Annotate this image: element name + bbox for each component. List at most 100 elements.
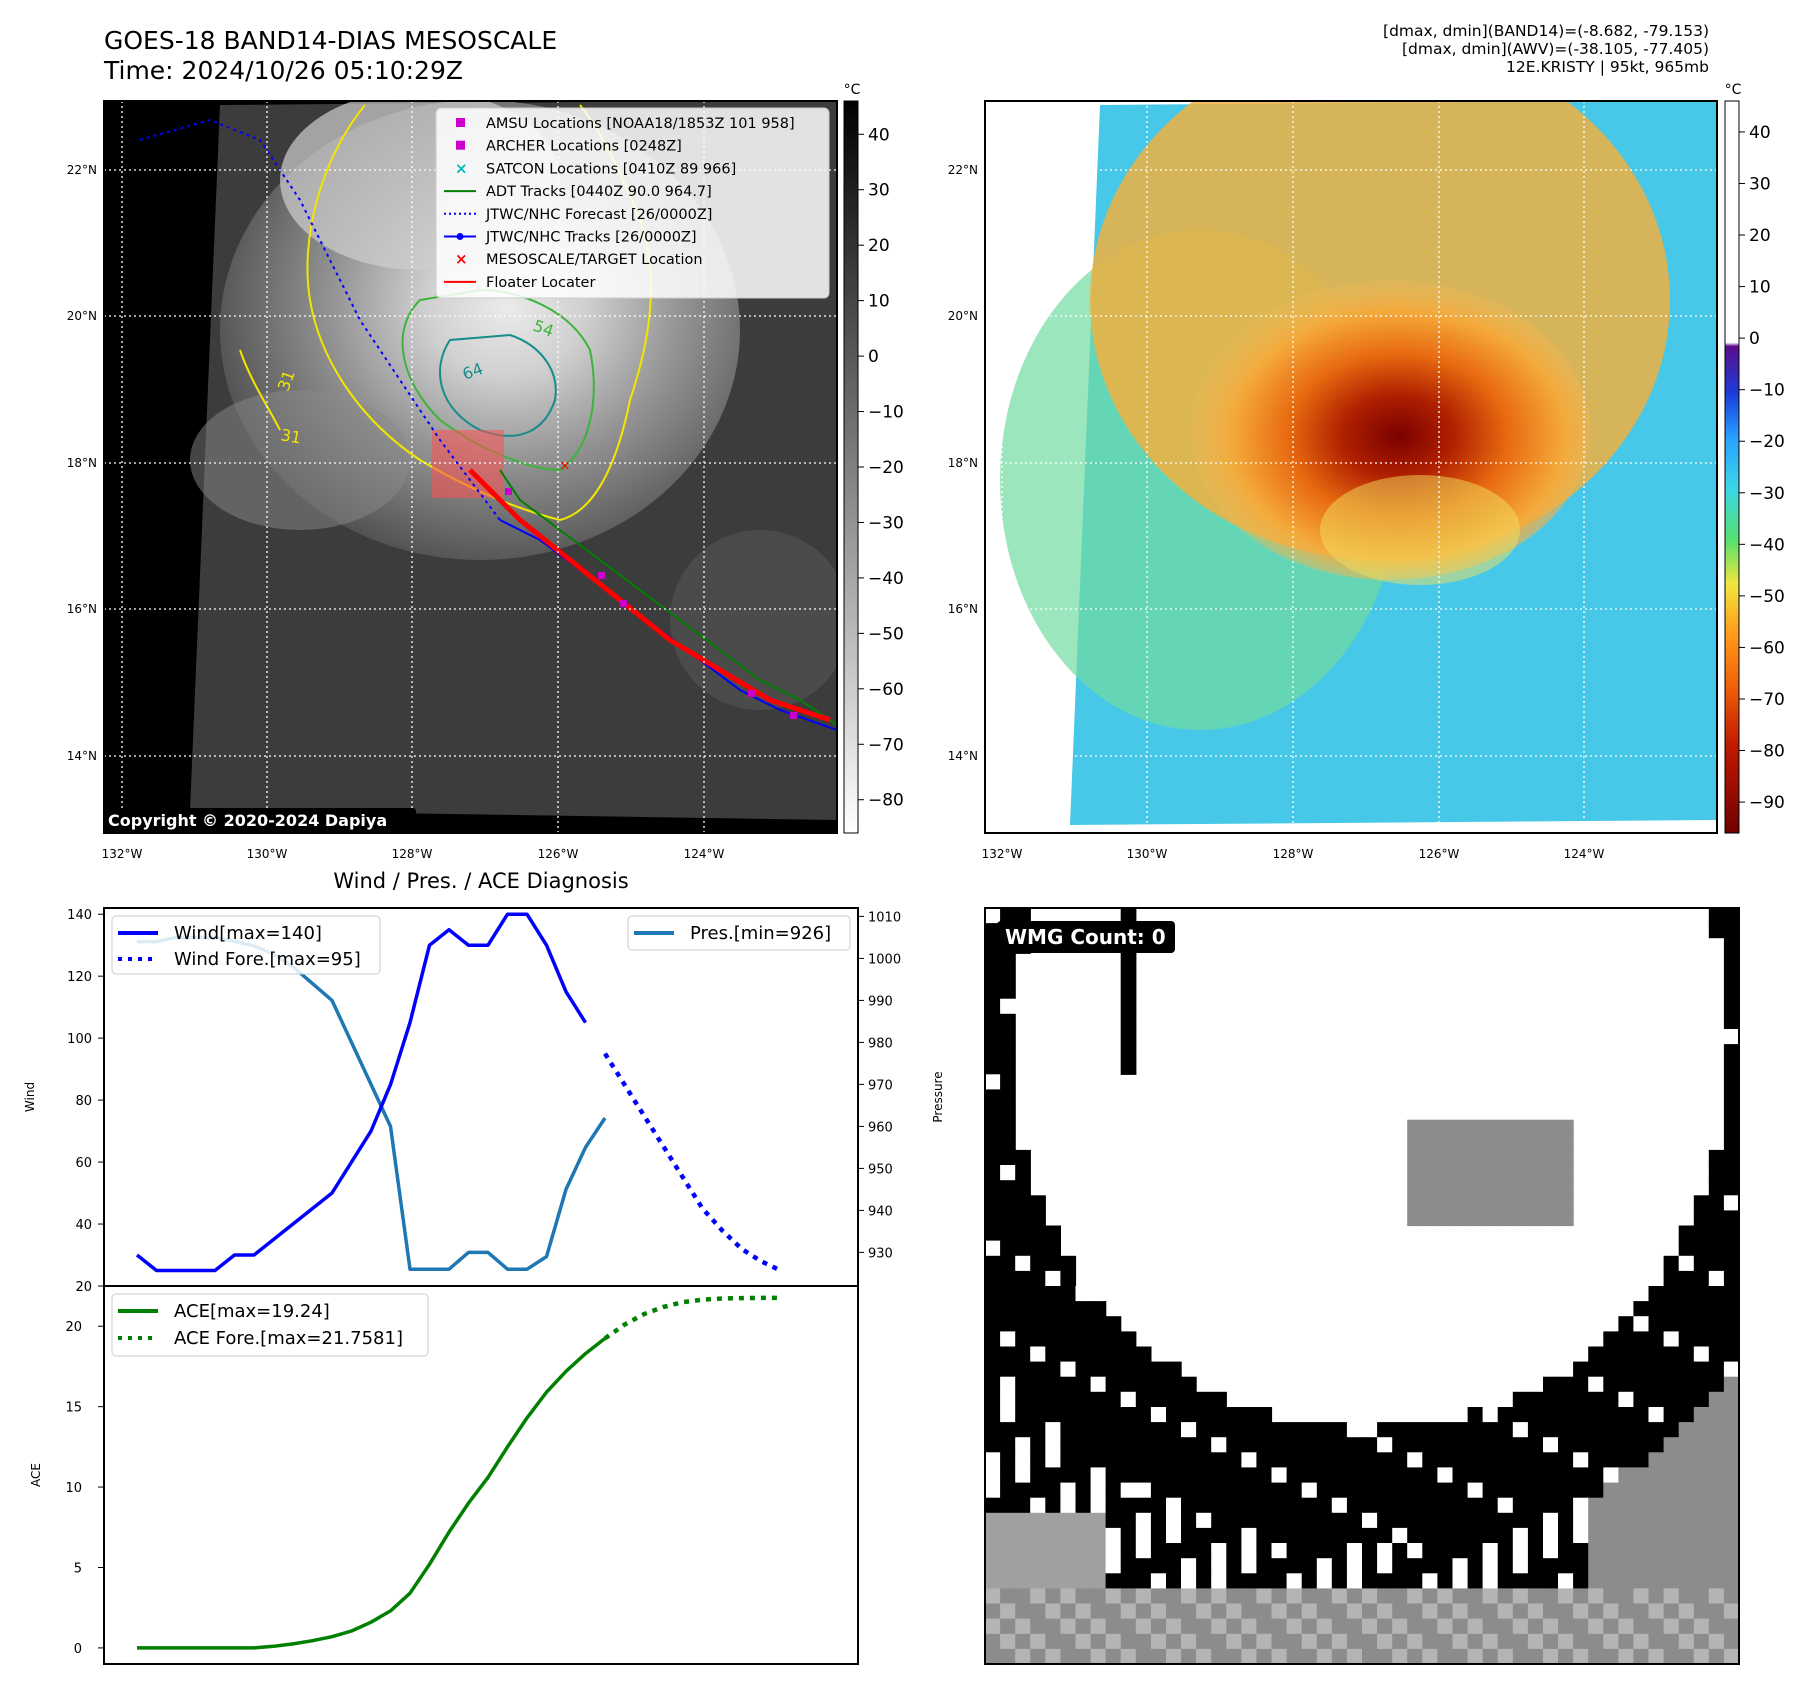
figure-title: GOES-18 BAND14-DIAS MESOSCALE Time: 2024… [104,26,557,86]
colorbar-tick-label: 20 [1749,226,1771,246]
lon-tick-label: 132°W [102,847,143,861]
colorbar-tick-label: 10 [1749,278,1771,298]
lon-tick-label: 130°W [247,847,288,861]
colorbar-tick-label: −50 [1749,587,1785,607]
legend-item: Wind[max=140] [118,923,322,944]
legend-label: ADT Tracks [0440Z 90.0 964.7] [486,184,712,200]
y2-tick-label: 960 [868,1120,893,1135]
y2-tick-label: 1010 [868,910,901,925]
y-tick-label: 40 [75,1218,92,1233]
y-tick-label: 120 [67,970,92,985]
target-marker: × [559,458,571,474]
wmg-pixel-field [985,908,1740,1665]
legend-item: Pres.[min=926] [634,923,831,944]
wmg-panel: WMG Count: 0 [984,907,1740,1665]
ir-colorbar: °C 40 30 20 10 0 −10 −20 −30 −40 −50 −60 −70 −80 [843,82,904,834]
legend-marker-x-icon: × [455,159,468,177]
y2-tick-label: 950 [868,1162,893,1177]
colorbar-tick-label: 0 [1749,329,1760,349]
forecast-track [139,118,501,521]
colorbar-tick-label: −30 [868,513,904,533]
contour-label-31-west: 31 [279,425,302,447]
lon-tick-label: 124°W [1564,847,1605,861]
legend-label: ACE Fore.[max=21.7581] [174,1328,403,1349]
series-line [137,1337,607,1650]
map-tick-labels: 132°W 132°W 130°W 130°W 128°W 128°W 126°W 126°W… [67,163,1605,861]
legend-label: JTWC/NHC Tracks [26/0000Z] [485,230,697,246]
y2-tick-label: 980 [868,1036,893,1051]
lat-tick-label: 22°N [948,163,978,177]
legend-item: JTWC/NHC Forecast [26/0000Z] [444,207,712,223]
legend-label: AMSU Locations [NOAA18/1853Z 101 958] [486,116,795,132]
lon-tick-label: 128°W [392,847,433,861]
legend-label: ACE[max=19.24] [174,1301,330,1322]
wv-gridlines [985,101,1717,833]
ir-contour-31-west [239,349,281,431]
lat-tick-label: 18°N [67,456,97,470]
wind-chart-title: Wind / Pres. / ACE Diagnosis [333,869,628,893]
colorbar-tick-label: −70 [1749,690,1785,710]
ir-legend: AMSU Locations [NOAA18/1853Z 101 958] ARC… [435,107,830,299]
y-tick-label: 20 [75,1280,92,1295]
ace-legend: ACE[max=19.24] ACE Fore.[max=21.7581] [111,1293,429,1357]
ace-chart: 0 5 10 15 20 ACE ACE[max=19.24] ACE Fore.[max… [29,1285,859,1665]
lon-tick-label: 128°W [1273,847,1314,861]
lon-tick-label: 126°W [1419,847,1460,861]
legend-item: ADT Tracks [0440Z 90.0 964.7] [444,184,712,200]
legend-item: Floater Locater [444,275,595,291]
legend-label: ARCHER Locations [0248Z] [486,139,682,155]
lon-tick-label: 130°W [1127,847,1168,861]
wv-colorbar-unit: °C [1725,82,1742,98]
storm-info: [dmax, dmin](BAND14)=(-8.682, -79.153) [… [1383,22,1709,76]
colorbar-tick-label: 30 [1749,174,1771,194]
legend-item: AMSU Locations [NOAA18/1853Z 101 958] [456,116,795,132]
floater-track [468,468,831,723]
wind-axis-label: Wind [23,1082,37,1112]
legend-item: JTWC/NHC Tracks [26/0000Z] [444,230,697,246]
pressure-legend: Pres.[min=926] [627,915,851,951]
colorbar-tick-label: −80 [1749,742,1785,762]
colorbar-tick-label: −10 [868,403,904,423]
legend-label: MESOSCALE/TARGET Location [486,252,703,268]
series-line [603,1295,781,1341]
colorbar-tick-label: 20 [868,236,890,256]
info-line-1: [dmax, dmin](BAND14)=(-8.682, -79.153) [1383,22,1709,40]
y-tick-label: 20 [65,1320,82,1335]
legend-item: × SATCON Locations [0410Z 89 966] [455,159,736,177]
wind-pressure-chart: 20 40 60 80 100 120 140 930 940 950 960 970 980 990 1… [23,907,945,1295]
colorbar-tick-label: 0 [868,347,879,367]
y-tick-label: 5 [74,1561,82,1576]
info-line-2: [dmax, dmin](AWV)=(-38.105, -77.405) [1402,40,1709,58]
wmg-badge-bg [997,921,1175,953]
colorbar-tick-label: 30 [868,181,890,201]
legend-item: ACE Fore.[max=21.7581] [118,1328,403,1349]
pressure-axis-label: Pressure [931,1071,945,1122]
legend-label: SATCON Locations [0410Z 89 966] [486,161,736,177]
lat-tick-label: 20°N [948,309,978,323]
y-tick-label: 140 [67,908,92,923]
legend-label: Floater Locater [486,275,595,291]
legend-item: ARCHER Locations [0248Z] [456,139,682,155]
colorbar-tick-label: −90 [1749,793,1785,813]
mesoscale-box [432,430,504,498]
colorbar-tick-label: −30 [1749,484,1785,504]
ace-axis-label: ACE [29,1463,43,1487]
wmg-frame [984,907,1740,1665]
legend-label: Pres.[min=926] [690,923,831,944]
legend-marker-square-icon [456,118,465,127]
y2-tick-label: 930 [868,1246,893,1261]
title-line-2: Time: 2024/10/26 05:10:29Z [104,56,463,85]
y2-tick-label: 970 [868,1078,893,1093]
lon-tick-label: 132°W [982,847,1023,861]
y2-tick-label: 990 [868,994,893,1009]
ir-map-frame [103,100,838,834]
y-tick-label: 10 [65,1481,82,1496]
ir-cloud-band-west [190,390,410,530]
colorbar-tick-label: −20 [868,458,904,478]
legend-label: JTWC/NHC Forecast [26/0000Z] [485,207,712,223]
amsu-markers [505,488,797,719]
wind-legend: Wind[max=140] Wind Fore.[max=95] [111,915,381,975]
ir-cloud-southeast [670,530,837,710]
lat-tick-label: 14°N [67,749,97,763]
colorbar-tick-label: −70 [868,735,904,755]
